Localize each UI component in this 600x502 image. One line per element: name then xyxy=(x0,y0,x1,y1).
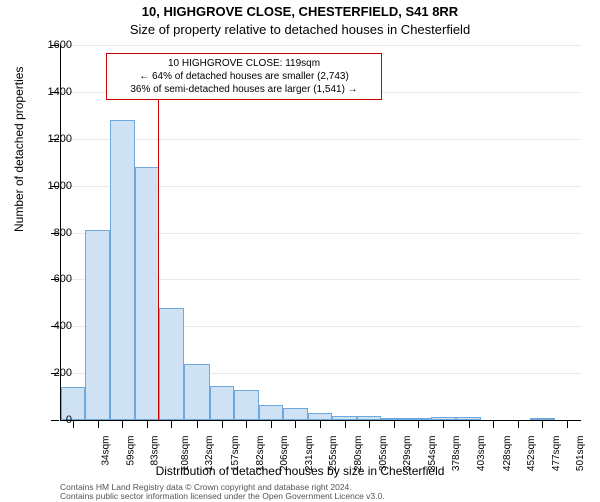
histogram-bar xyxy=(210,386,234,420)
x-tick-label: 83sqm xyxy=(150,436,161,466)
annotation-line2: ← 64% of detached houses are smaller (2,… xyxy=(113,70,375,83)
histogram-bar xyxy=(234,390,259,420)
plot-area: 10 HIGHGROVE CLOSE: 119sqm ← 64% of deta… xyxy=(60,45,581,421)
histogram-bar xyxy=(159,308,184,421)
y-tick-label: 0 xyxy=(32,414,72,426)
y-tick-label: 1400 xyxy=(32,86,72,98)
histogram-bar xyxy=(259,405,283,420)
y-tick-label: 1600 xyxy=(32,39,72,51)
y-tick-label: 600 xyxy=(32,273,72,285)
x-axis-label: Distribution of detached houses by size … xyxy=(0,464,600,478)
x-tick-label: 34sqm xyxy=(101,436,112,466)
chart-title-address: 10, HIGHGROVE CLOSE, CHESTERFIELD, S41 8… xyxy=(0,4,600,19)
y-axis-label: Number of detached properties xyxy=(12,67,26,232)
y-tick-label: 200 xyxy=(32,367,72,379)
y-tick-label: 800 xyxy=(32,227,72,239)
histogram-bar xyxy=(184,364,209,420)
histogram-bar xyxy=(283,408,308,420)
y-tick-label: 1200 xyxy=(32,133,72,145)
chart-container: 10, HIGHGROVE CLOSE, CHESTERFIELD, S41 8… xyxy=(0,0,600,500)
reference-line xyxy=(158,100,159,420)
histogram-bar xyxy=(110,120,135,420)
y-tick-label: 400 xyxy=(32,320,72,332)
histogram-bar xyxy=(135,167,159,420)
annotation-line3: 36% of semi-detached houses are larger (… xyxy=(113,83,375,96)
footer-line2: Contains public sector information licen… xyxy=(60,492,385,501)
histogram-bar xyxy=(308,413,332,420)
x-tick-label: 59sqm xyxy=(126,436,137,466)
attribution-footer: Contains HM Land Registry data © Crown c… xyxy=(60,483,385,502)
bars-layer xyxy=(61,45,581,420)
annotation-line1: 10 HIGHGROVE CLOSE: 119sqm xyxy=(113,57,375,70)
annotation-box: 10 HIGHGROVE CLOSE: 119sqm ← 64% of deta… xyxy=(106,53,382,100)
chart-subtitle: Size of property relative to detached ho… xyxy=(0,22,600,37)
histogram-bar xyxy=(85,230,110,420)
y-tick-label: 1000 xyxy=(32,180,72,192)
